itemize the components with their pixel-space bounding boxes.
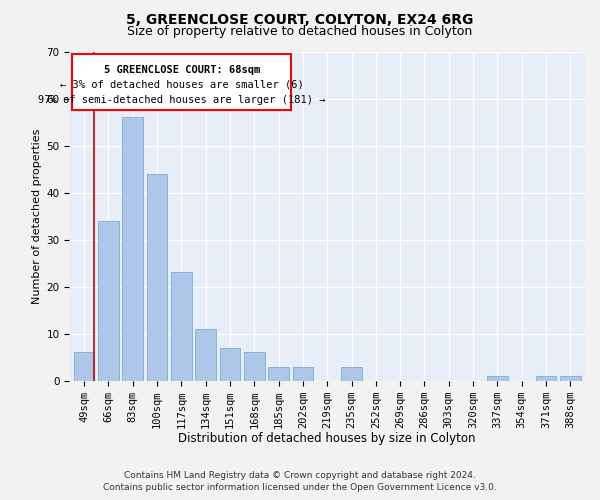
Bar <box>171 272 191 380</box>
Bar <box>341 366 362 380</box>
Text: ← 3% of detached houses are smaller (6): ← 3% of detached houses are smaller (6) <box>60 80 304 90</box>
Bar <box>560 376 581 380</box>
Bar <box>146 174 167 380</box>
Bar <box>293 366 313 380</box>
Bar <box>98 221 119 380</box>
Bar <box>536 376 556 380</box>
Text: 97% of semi-detached houses are larger (181) →: 97% of semi-detached houses are larger (… <box>38 95 326 105</box>
Bar <box>74 352 94 380</box>
Text: 5 GREENCLOSE COURT: 68sqm: 5 GREENCLOSE COURT: 68sqm <box>104 64 260 74</box>
Text: 5, GREENCLOSE COURT, COLYTON, EX24 6RG: 5, GREENCLOSE COURT, COLYTON, EX24 6RG <box>127 12 473 26</box>
Y-axis label: Number of detached properties: Number of detached properties <box>32 128 43 304</box>
Bar <box>73 54 291 110</box>
Bar <box>487 376 508 380</box>
Bar <box>195 329 216 380</box>
Text: Size of property relative to detached houses in Colyton: Size of property relative to detached ho… <box>127 25 473 38</box>
Text: Contains HM Land Registry data © Crown copyright and database right 2024.
Contai: Contains HM Land Registry data © Crown c… <box>103 471 497 492</box>
Bar <box>244 352 265 380</box>
Bar <box>268 366 289 380</box>
Bar <box>220 348 240 380</box>
Bar <box>122 118 143 380</box>
X-axis label: Distribution of detached houses by size in Colyton: Distribution of detached houses by size … <box>178 432 476 445</box>
